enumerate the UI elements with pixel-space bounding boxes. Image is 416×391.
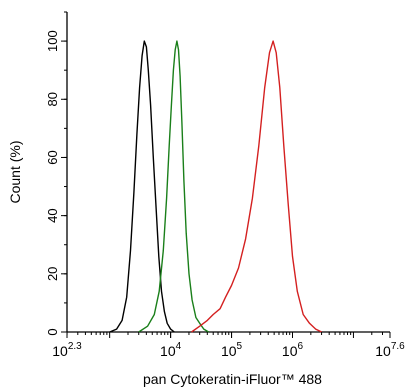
x-tick-label: 102.3: [52, 341, 82, 359]
plot-area: [66, 12, 390, 333]
x-axis: 102.3 104 105 106 107.6: [52, 332, 405, 359]
y-axis: 0 20 40 60 80 100: [45, 11, 67, 336]
y-tick-label: 20: [45, 267, 60, 281]
y-tick-label: 40: [45, 208, 60, 222]
x-tick-label: 106: [282, 341, 304, 359]
x-axis-title: pan Cytokeratin-iFluor™ 488: [143, 371, 322, 387]
y-tick-label: 0: [45, 328, 60, 335]
histogram-series-3: [191, 40, 322, 333]
histogram-series-1: [109, 40, 175, 333]
y-tick-label: 80: [45, 92, 60, 106]
series-layer: [109, 40, 322, 333]
x-tick-label: 107.6: [375, 341, 405, 359]
histogram-series-2: [138, 40, 209, 333]
x-tick-label: 104: [160, 341, 182, 359]
y-axis-title: Count (%): [7, 140, 23, 203]
y-tick-label: 60: [45, 150, 60, 164]
x-tick-label: 105: [221, 341, 243, 359]
y-tick-label: 100: [45, 30, 60, 52]
